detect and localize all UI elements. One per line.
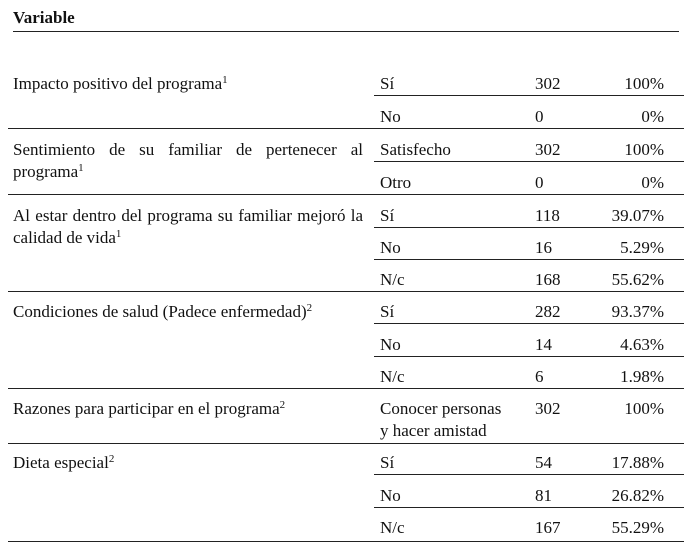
group-rule [8,443,684,444]
count-value: 6 [535,367,544,386]
option-label: Sí [380,453,395,472]
count-value: 14 [535,335,552,354]
row-rule [374,259,684,260]
percent-value: 100% [624,74,664,93]
footnote-marker: 1 [222,74,228,86]
option-label-line1: Conocer personas [380,399,502,418]
variable-label-text: Al estar dentro del programa su familiar… [13,206,363,247]
row-rule [374,95,684,96]
percent-value: 4.63% [620,335,664,354]
count-value: 54 [535,453,552,472]
table-bottom-rule [8,541,684,542]
count-value: 168 [535,270,561,289]
count-value: 0 [535,107,544,126]
count-value: 0 [535,173,544,192]
row-rule [374,227,684,228]
group-rule [8,128,684,129]
variable-label: Al estar dentro del programa su familiar… [13,205,363,249]
percent-value: 0% [641,107,664,126]
variable-label-text: Razones para participar en el programa [13,399,280,418]
variable-label-text: Dieta especial [13,453,109,472]
footnote-marker: 2 [306,302,313,314]
row-rule [374,507,684,508]
count-value: 167 [535,518,561,537]
variable-label: Impacto positivo del programa1 [13,73,363,95]
variable-label-text: Condiciones de salud (Padece enfermedad) [13,302,307,321]
count-value: 302 [535,399,561,418]
option-label: No [380,486,401,505]
option-label: N/c [380,367,405,386]
column-header-variable: Variable [13,8,75,27]
row-rule [374,161,684,162]
percent-value: 100% [624,140,664,159]
percent-value: 26.82% [611,486,664,505]
percent-value: 1.98% [620,367,664,386]
percent-value: 5.29% [620,238,664,257]
count-value: 302 [535,140,561,159]
option-label-line2: y hacer amistad [380,421,487,440]
option-label: No [380,335,401,354]
footnote-marker: 1 [78,162,84,174]
percent-value: 39.07% [611,206,664,225]
percent-value: 55.29% [611,518,664,537]
count-value: 302 [535,74,561,93]
option-label: Satisfecho [380,140,451,159]
count-value: 118 [535,206,560,225]
variable-label-text: Sentimiento de su familiar de pertenecer… [13,140,363,181]
header-rule [13,31,679,32]
row-rule [374,356,684,357]
variable-label-text: Impacto positivo del programa [13,74,223,93]
option-label: Sí [380,206,395,225]
row-rule [374,323,684,324]
percent-value: 17.88% [611,453,664,472]
count-value: 282 [535,302,561,321]
footnote-marker: 2 [108,453,115,465]
option-label: Sí [380,74,395,93]
group-rule [8,388,684,389]
group-rule [8,291,684,292]
percent-value: 0% [641,173,664,192]
percent-value: 100% [624,399,664,418]
count-value: 81 [535,486,552,505]
group-rule [8,194,684,195]
option-label: N/c [380,270,405,289]
option-label: Otro [380,173,412,192]
option-label: N/c [380,518,405,537]
footnote-marker: 2 [279,399,286,411]
variable-label: Condiciones de salud (Padece enfermedad)… [13,301,363,323]
count-value: 16 [535,238,552,257]
percent-value: 55.62% [611,270,664,289]
variable-label: Dieta especial2 [13,452,363,474]
variable-label: Razones para participar en el programa2 [13,398,363,420]
option-label: No [380,238,401,257]
option-label: Sí [380,302,395,321]
row-rule [374,474,684,475]
variable-label: Sentimiento de su familiar de pertenecer… [13,139,363,183]
option-label: No [380,107,401,126]
footnote-marker: 1 [115,228,122,240]
percent-value: 93.37% [611,302,664,321]
